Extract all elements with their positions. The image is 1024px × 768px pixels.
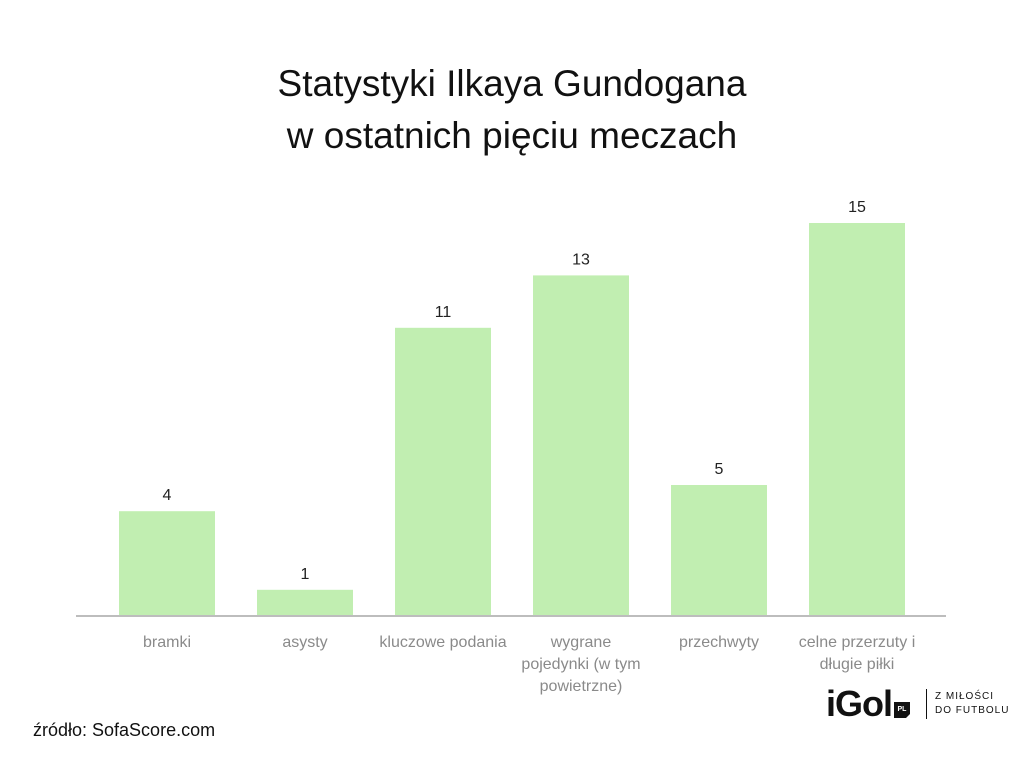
category-label-0: bramki <box>143 634 191 651</box>
bar-2 <box>395 327 491 616</box>
logo-tagline: Z MIŁOŚCI DO FUTBOLU <box>935 690 1009 718</box>
value-label-1: 1 <box>301 566 310 583</box>
category-label-1: asysty <box>282 634 327 651</box>
logo-tagline-line-1: Z MIŁOŚCI <box>935 691 995 702</box>
value-label-0: 4 <box>163 487 172 504</box>
category-label-2: kluczowe podania <box>379 634 506 651</box>
category-label-5-line-1: długie piłki <box>820 656 895 673</box>
bar-3 <box>533 275 629 616</box>
chart-title: Statystyki Ilkaya Gundogana w ostatnich … <box>0 58 1024 162</box>
value-label-3: 13 <box>572 251 590 268</box>
bar-5 <box>809 223 905 616</box>
bar-1 <box>257 589 353 616</box>
logo-divider <box>926 689 927 719</box>
logo-wordmark: iGol <box>826 683 893 724</box>
logo-badge-icon: PL <box>894 702 912 720</box>
category-label-3-line-2: powietrzne) <box>540 678 623 695</box>
value-label-2: 11 <box>435 304 452 321</box>
category-label-3-line-0: wygrane <box>550 634 612 651</box>
logo-badge-text: PL <box>897 706 907 713</box>
bar-0 <box>119 511 215 616</box>
bar-4 <box>671 485 767 616</box>
value-label-5: 15 <box>848 199 866 216</box>
category-label-3-line-1: pojedynki (w tym <box>521 656 640 673</box>
source-note: źródło: SofaScore.com <box>33 720 216 740</box>
category-label-4: przechwyty <box>679 634 759 651</box>
chart-title-line-2: w ostatnich pięciu meczach <box>286 115 738 156</box>
igol-logo: iGol PL Z MIŁOŚCI DO FUTBOLU <box>826 684 1009 724</box>
logo-tagline-line-2: DO FUTBOLU <box>935 705 1010 716</box>
value-label-4: 5 <box>715 461 724 478</box>
category-label-5-line-0: celne przerzuty i <box>799 634 916 651</box>
chart-title-line-1: Statystyki Ilkaya Gundogana <box>277 63 747 104</box>
